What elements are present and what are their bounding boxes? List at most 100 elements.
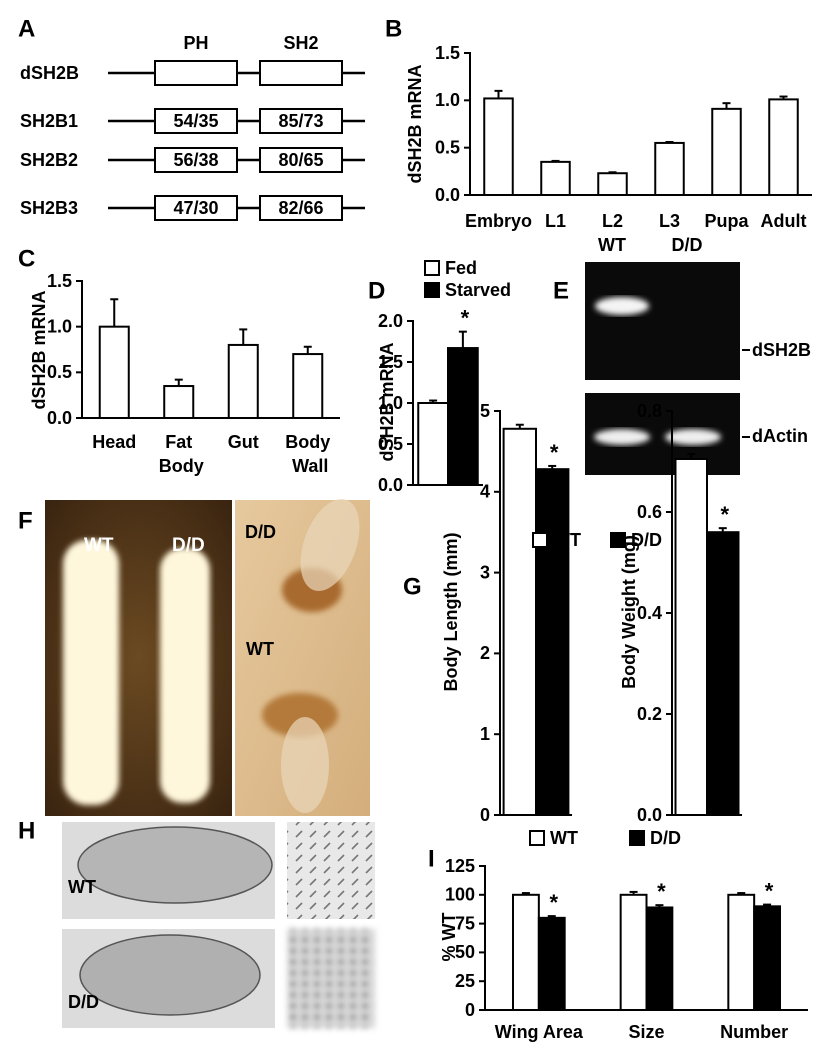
domain-diagram: PH SH2 dSH2B SH2B1 54/35 85/73 SH2B2 56/38 80/…: [20, 33, 365, 221]
y-tick-label: 0.4: [637, 603, 662, 623]
gel-image: [585, 262, 740, 380]
protein-name: SH2B1: [20, 111, 78, 131]
y-tick-label: 0: [465, 1000, 475, 1020]
bar: [768, 98, 799, 196]
y-tick-label: 5: [480, 401, 490, 421]
bar: [483, 97, 514, 196]
x-tick-label: Pupa: [704, 211, 749, 231]
bar: [597, 172, 628, 197]
photo-label: WT: [246, 639, 274, 659]
identity: 85/73: [278, 111, 323, 131]
bar: [537, 916, 566, 1012]
y-tick-label: 1.5: [435, 43, 460, 63]
bar: [674, 457, 708, 816]
bar-chart: 0.0 0.5 1.0 1.5 dSH2B mRNA Embryo L1 L2 L3 Pupa Ad…: [405, 43, 812, 231]
y-tick-label: 1.0: [435, 90, 460, 110]
domain-box: [259, 147, 343, 173]
bar-chart: 0.0 0.2 0.4 0.6 0.8 Body Weight (mg) *: [619, 401, 742, 825]
y-tick-label: 0: [480, 805, 490, 825]
photo-label: WT: [84, 535, 114, 556]
gel-band: [665, 429, 721, 445]
y-tick-label: 1.5: [47, 271, 72, 291]
y-axis-label: Body Weight (mg): [619, 535, 639, 689]
x-tick-label: Wing Area: [495, 1022, 584, 1042]
y-tick-label: 1.0: [378, 393, 403, 413]
y-tick-label: 2.0: [378, 311, 403, 331]
domain-box: [154, 60, 238, 86]
protein-name: SH2B2: [20, 150, 78, 170]
bar: [447, 347, 479, 486]
x-tick-label: Size: [628, 1022, 664, 1042]
y-tick-label: 1.0: [47, 316, 72, 336]
x-tick-label: L3: [659, 211, 680, 231]
legend-swatch: [424, 282, 440, 298]
y-tick-label: 0.0: [435, 185, 460, 205]
y-tick-label: 0.8: [637, 401, 662, 421]
photo-label: D/D: [245, 522, 276, 542]
bar-chart: 0 25 50 75 100 125 % WT Wing Area Size Number * * * W…: [439, 828, 808, 1042]
y-tick-label: 125: [445, 856, 475, 876]
legend-label: D/D: [631, 530, 662, 550]
identity: 54/35: [173, 111, 218, 131]
photo-larvae: WT D/D: [45, 500, 232, 816]
identity: 80/65: [278, 150, 323, 170]
y-tick-label: 2: [480, 643, 490, 663]
bar: [645, 906, 674, 1011]
panel-label: B: [385, 15, 402, 42]
x-tick-label: Number: [720, 1022, 788, 1042]
legend-label: Fed: [445, 258, 477, 278]
panel-label: E: [553, 277, 569, 304]
significance-star: *: [550, 440, 559, 465]
photo-wings: WT D/D: [62, 822, 375, 1028]
photo-flies: D/D WT: [235, 499, 370, 816]
bar-chart: 0 1 2 3 4 5 Body Length (mm) * WT D/D: [441, 401, 662, 825]
y-tick-label: 0.5: [435, 137, 460, 157]
y-tick-label: 1.5: [378, 352, 403, 372]
identity: 56/38: [173, 150, 218, 170]
panel-label: I: [428, 845, 435, 872]
photo-label: D/D: [68, 992, 99, 1012]
gel: WT D/D dSH2B dActin: [585, 235, 811, 475]
y-tick-label: 0.0: [47, 408, 72, 428]
domain-box: [259, 195, 343, 221]
lane-label: D/D: [672, 235, 703, 255]
legend-swatch: [532, 532, 548, 548]
y-tick-label: 4: [480, 482, 490, 502]
bar: [292, 353, 324, 420]
y-tick-label: 3: [480, 562, 490, 582]
y-axis-label: % WT: [439, 913, 459, 962]
x-tick-label: L1: [545, 211, 566, 231]
legend-swatch: [629, 830, 645, 846]
x-tick-label: Adult: [761, 211, 807, 231]
y-tick-label: 0.0: [378, 475, 403, 495]
bar: [706, 531, 740, 816]
panel-label: H: [18, 817, 35, 844]
bar: [511, 893, 540, 1011]
legend-swatch: [424, 260, 440, 276]
panel-label: G: [403, 573, 422, 600]
band-label: dActin: [752, 426, 808, 446]
bar: [535, 468, 570, 816]
x-tick-label: Embryo: [465, 211, 532, 231]
domain-header: PH: [183, 33, 208, 53]
significance-star: *: [657, 879, 666, 904]
domain-header: SH2: [283, 33, 318, 53]
protein-name: SH2B3: [20, 198, 78, 218]
significance-star: *: [720, 502, 729, 527]
legend-label: D/D: [650, 828, 681, 848]
y-tick-label: 75: [455, 913, 475, 933]
bar: [654, 141, 685, 196]
y-tick-label: 1: [480, 724, 490, 744]
domain-box: [259, 108, 343, 134]
bar: [711, 107, 742, 196]
identity: 82/66: [278, 198, 323, 218]
bar: [540, 160, 571, 197]
panel-label: C: [18, 245, 35, 272]
x-tick-label: Gut: [228, 432, 259, 452]
panel-label: F: [18, 507, 33, 534]
y-tick-label: 0.2: [637, 704, 662, 724]
photo-label: WT: [68, 877, 96, 897]
y-tick-label: 25: [455, 971, 475, 991]
